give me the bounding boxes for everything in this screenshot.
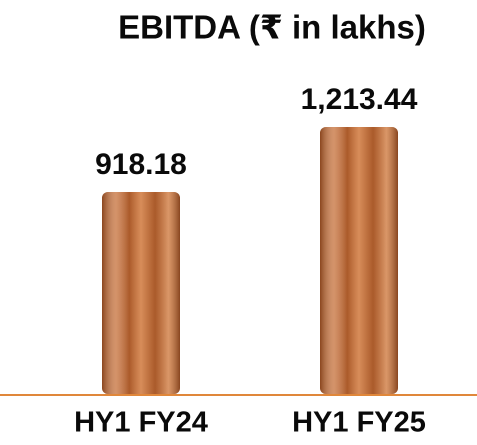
chart-title: EBITDA (₹ in lakhs) [118,9,426,46]
x-tick-label: HY1 FY24 [74,407,208,439]
bar-sheen [320,127,398,394]
value-label: 918.18 [95,148,187,181]
bar-sheen [102,192,180,394]
x-tick-label: HY1 FY25 [292,407,426,439]
chart: EBITDA (₹ in lakhs) 918.18 HY1 FY24 1,213.… [0,0,477,445]
value-label: 1,213.44 [301,83,418,116]
